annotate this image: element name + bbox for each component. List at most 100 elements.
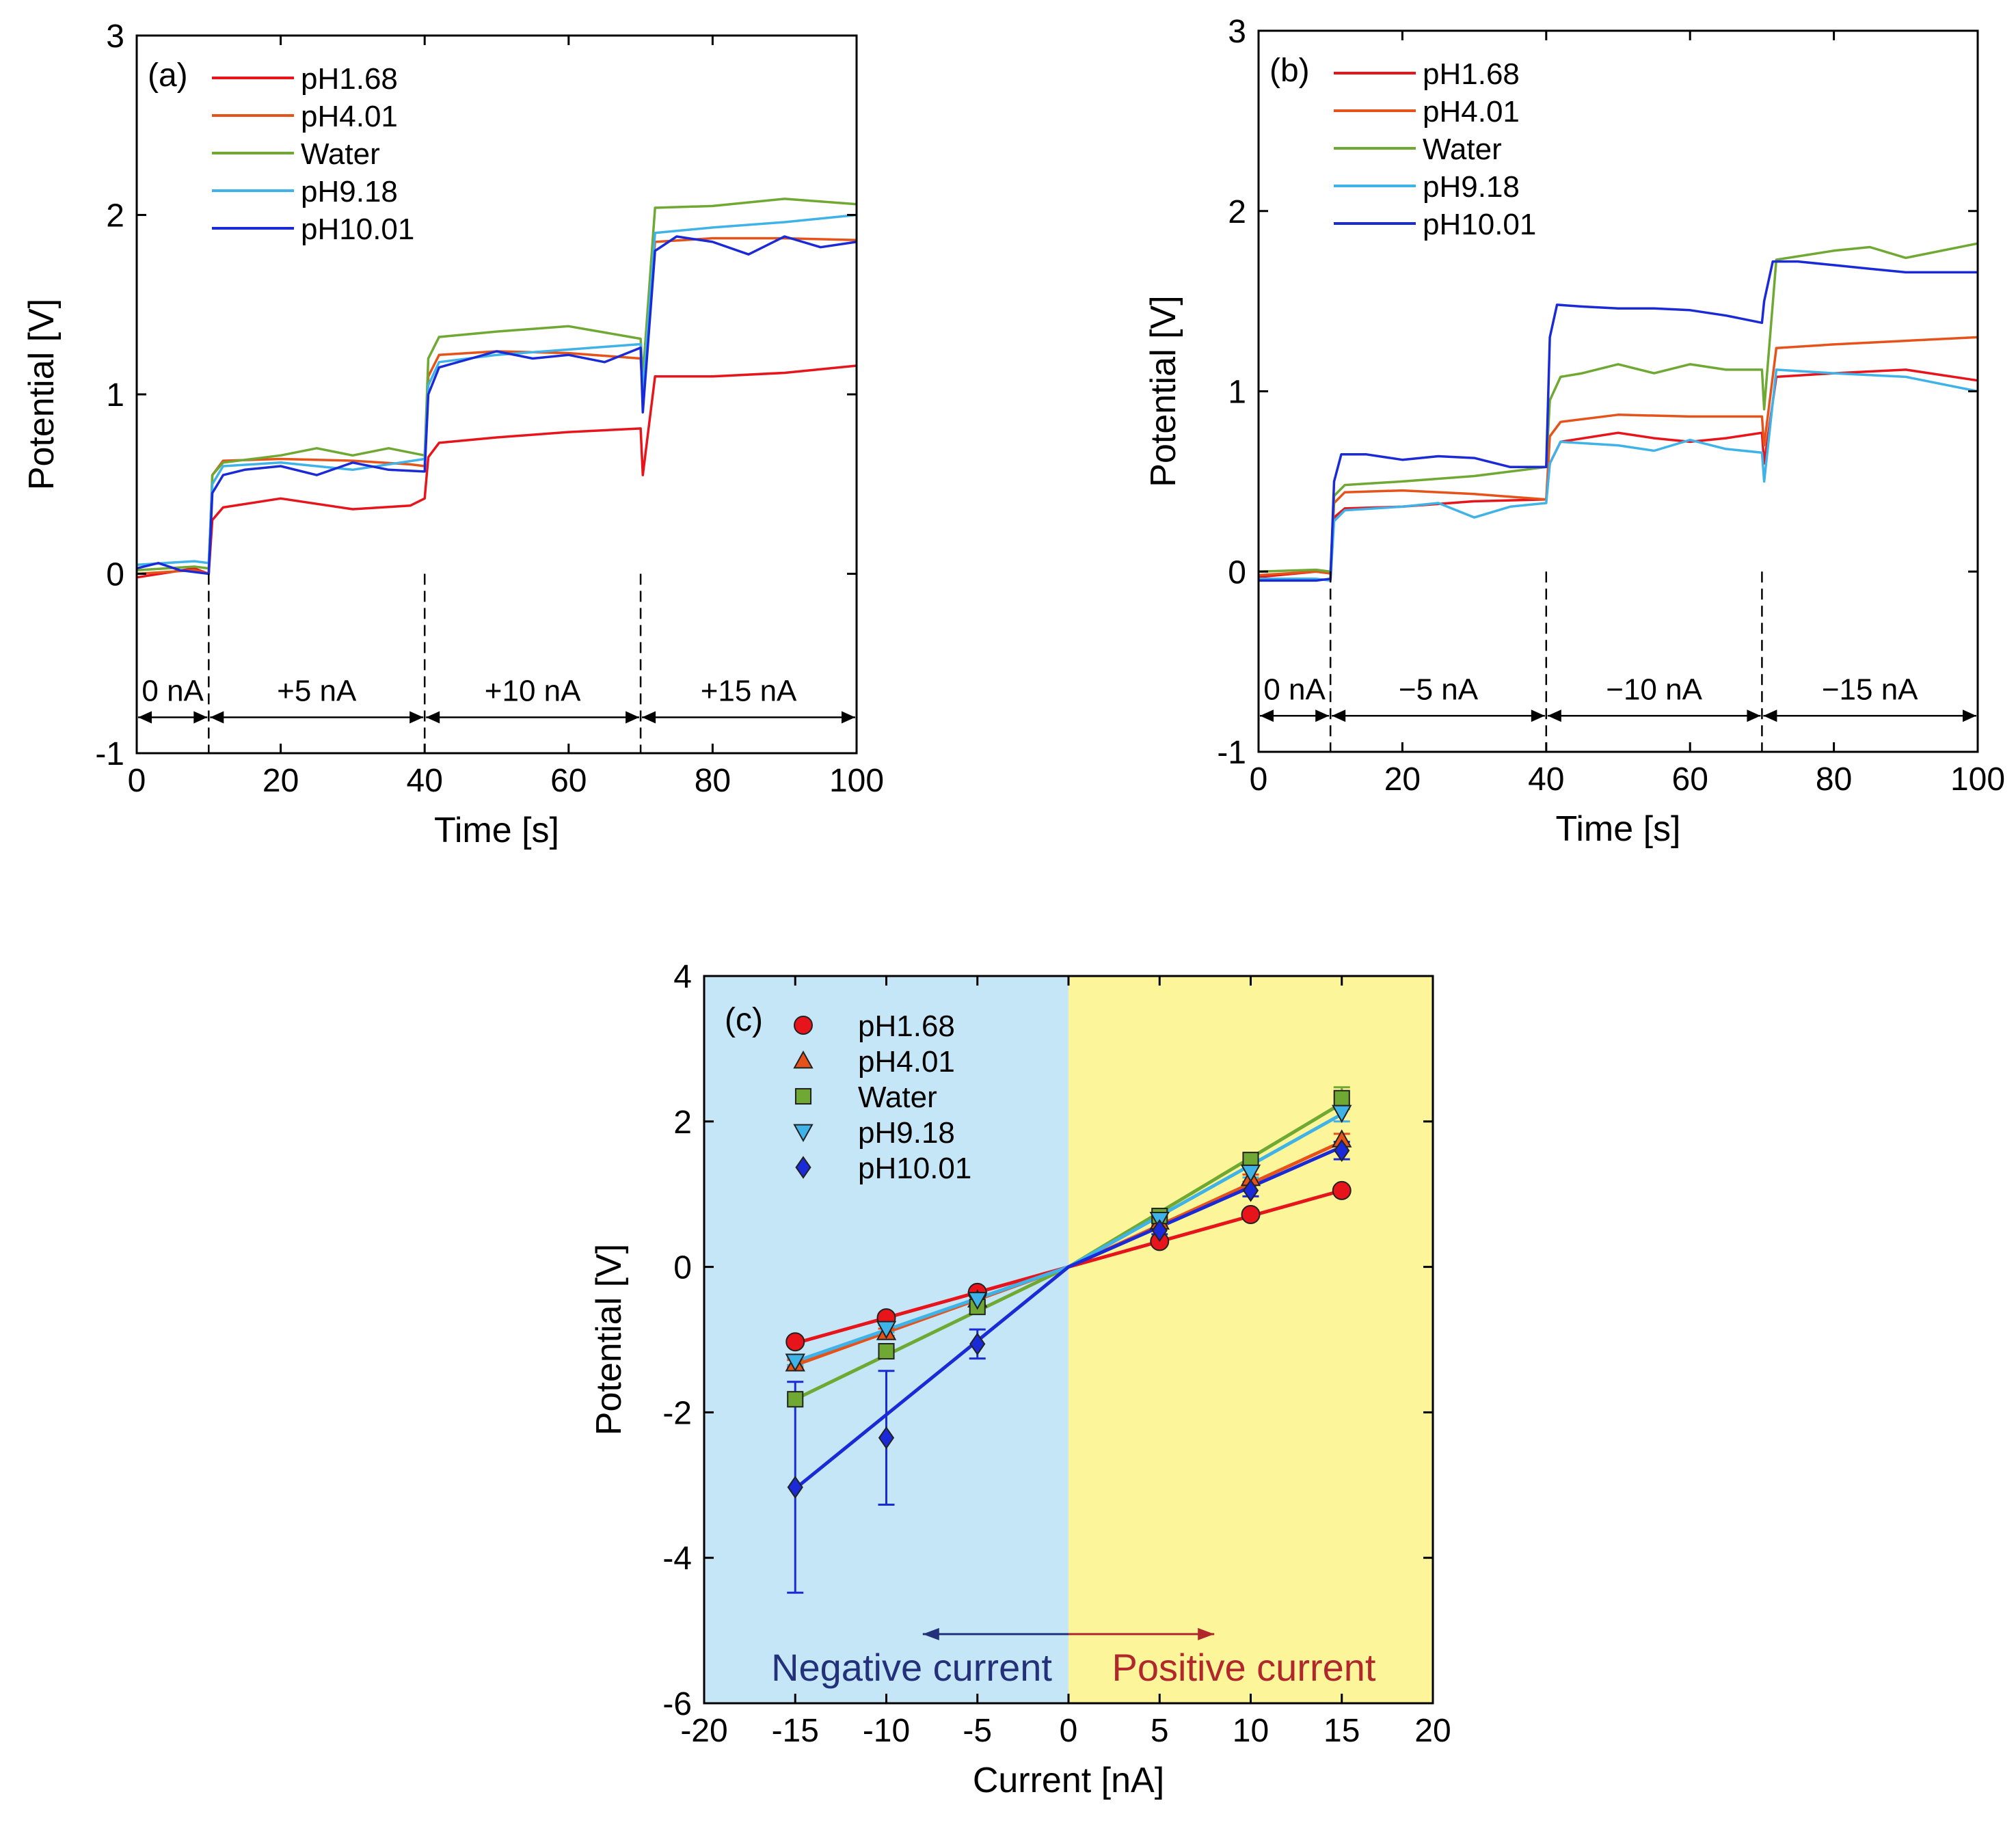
data-point-Water [878, 1342, 895, 1360]
legend-label: pH4.01 [301, 100, 398, 133]
x-tick-label: 80 [695, 763, 731, 799]
plot-frame [1257, 29, 1979, 753]
y-tick-label: 0 [106, 557, 124, 593]
y-axis-label: Potential [V] [22, 299, 62, 490]
data-point-pH9.18 [1240, 1164, 1261, 1183]
y-tick-label: 1 [1228, 375, 1246, 411]
x-tick-label: 60 [550, 763, 587, 799]
series-line-pH9.18 [136, 213, 857, 567]
legend-marker-pH10.01 [795, 1156, 811, 1179]
data-point-pH9.18 [1332, 1105, 1352, 1124]
arrowhead [1260, 709, 1274, 722]
data-point-pH9.18 [967, 1292, 988, 1310]
y-axis-label: Potential [V] [589, 1244, 629, 1435]
x-tick-label: 20 [1414, 1713, 1451, 1749]
legend-label: pH1.68 [858, 1010, 955, 1043]
plot-frame [135, 34, 858, 755]
x-axis-label: Time [s] [434, 811, 559, 850]
data-point-pH1.68 [1332, 1180, 1352, 1200]
segment-label: 0 nA [1263, 673, 1326, 706]
series-line-pH4.01 [136, 236, 857, 575]
legend-label: pH1.68 [301, 62, 398, 96]
arrowhead [409, 711, 424, 724]
legend-label: pH4.01 [858, 1045, 955, 1079]
series-line-pH9.18 [1259, 368, 1978, 582]
data-point-pH9.18 [876, 1320, 897, 1340]
series-line-pH10.01 [1259, 260, 1978, 582]
series-line-pH1.68 [136, 364, 857, 579]
arrowhead [426, 711, 440, 724]
data-point-pH10.01 [1242, 1179, 1259, 1202]
series-line-pH1.68 [1258, 368, 1978, 578]
y-tick-label: -2 [662, 1395, 692, 1431]
x-tick-label: -5 [963, 1713, 992, 1749]
y-tick-label: 2 [1228, 194, 1246, 230]
arrowhead [1531, 709, 1545, 722]
x-tick-label: 10 [1233, 1713, 1269, 1749]
x-tick-label: 0 [1060, 1713, 1078, 1749]
chart-panel-c: Negative current Positive current-20 -15 -1… [589, 959, 1451, 1800]
arrowhead [842, 711, 855, 724]
arrowhead [1763, 709, 1777, 722]
arrowhead [1315, 709, 1330, 722]
y-tick-label: 4 [673, 959, 692, 995]
y-tick-label: 1 [106, 377, 124, 414]
data-point-pH9.18 [785, 1353, 805, 1372]
legend-label: pH9.18 [301, 175, 398, 208]
x-axis-label: Current [nA] [973, 1761, 1164, 1800]
data-point-pH10.01 [1334, 1139, 1350, 1163]
x-tick-label: 100 [1950, 761, 2005, 798]
arrowhead [138, 711, 152, 724]
x-tick-label: 5 [1151, 1713, 1169, 1749]
y-tick-label: -6 [662, 1686, 692, 1722]
y-tick-label: 3 [1228, 14, 1246, 50]
arrowhead [193, 711, 208, 724]
x-tick-label: 100 [829, 763, 884, 799]
y-tick-label: -1 [1217, 735, 1246, 771]
x-tick-label: 0 [1250, 761, 1268, 798]
positive-current-label: Positive current [1112, 1646, 1376, 1689]
legend-label: pH1.68 [1423, 57, 1520, 91]
arrowhead [642, 711, 656, 724]
legend-label: pH9.18 [1423, 170, 1520, 204]
x-axis-label: Time [s] [1556, 809, 1681, 849]
x-tick-label: 20 [1384, 761, 1421, 798]
legend-label: Water [858, 1081, 937, 1114]
data-point-Water [1333, 1089, 1350, 1107]
arrowhead [626, 711, 640, 724]
segment-label: 0 nA [142, 675, 204, 708]
x-tick-label: 60 [1672, 761, 1708, 798]
segment-label: −15 nA [1822, 673, 1918, 706]
panel-label: (a) [148, 57, 188, 94]
x-tick-label: 15 [1323, 1713, 1360, 1749]
y-axis-label: Potential [V] [1144, 295, 1183, 487]
chart-panel-b: 0 nA −5 nA −10 nA −15 nA0 20 40 60 80 100-10123T… [1144, 14, 2005, 849]
data-point-pH1.68 [1241, 1204, 1261, 1224]
arrowhead [1547, 709, 1561, 722]
x-tick-label: 40 [1528, 761, 1564, 798]
y-tick-label: 0 [1228, 554, 1246, 591]
y-tick-label: 0 [673, 1250, 692, 1286]
legend-label: pH10.01 [301, 213, 414, 246]
positive-arrowhead [1198, 1627, 1215, 1640]
legend-marker-pH1.68 [794, 1016, 813, 1035]
panel-label: (c) [725, 1002, 763, 1038]
series-line-pH10.01 [136, 235, 857, 575]
y-tick-label: -4 [662, 1541, 692, 1577]
legend-label: pH9.18 [858, 1116, 955, 1150]
x-tick-label: 80 [1816, 761, 1852, 798]
segment-label: −10 nA [1606, 673, 1702, 706]
chart-panel-a: 0 nA +5 nA +10 nA +15 nA0 20 40 60 80 100-10123T… [22, 18, 884, 850]
x-tick-label: -20 [680, 1713, 727, 1749]
x-tick-label: -10 [863, 1713, 910, 1749]
legend-label: pH10.01 [1423, 208, 1536, 241]
legend-label: pH10.01 [858, 1152, 971, 1185]
legend-label: Water [1423, 133, 1502, 166]
data-point-pH10.01 [969, 1332, 986, 1356]
arrowhead [1747, 709, 1761, 722]
data-point-pH1.68 [785, 1332, 805, 1352]
data-point-pH10.01 [787, 1476, 803, 1499]
legend-marker-pH4.01 [793, 1050, 814, 1069]
data-point-Water [787, 1391, 804, 1408]
negative-arrowhead [922, 1627, 939, 1640]
